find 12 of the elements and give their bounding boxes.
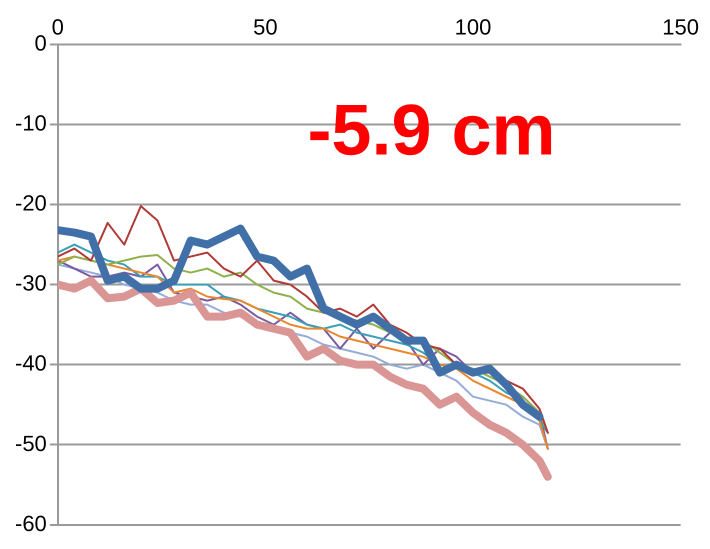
y-tick-label: -40 [15, 350, 47, 376]
y-tick-label: -60 [15, 510, 47, 536]
annotation: -5.9 cm [307, 90, 556, 170]
x-tick-label: 50 [253, 14, 278, 40]
y-tick-label: -50 [15, 430, 47, 456]
y-tick-label: -30 [15, 270, 47, 296]
y-tick-label: -20 [15, 190, 47, 216]
y-tick-label: 0 [34, 30, 47, 56]
x-tick-label: 150 [662, 14, 700, 40]
x-tick-label: 0 [52, 14, 64, 40]
y-tick-label: -10 [15, 110, 47, 136]
x-tick-label: 100 [454, 14, 492, 40]
